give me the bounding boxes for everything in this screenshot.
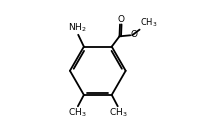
Text: CH$_3$: CH$_3$ — [109, 107, 127, 119]
Text: CH$_3$: CH$_3$ — [68, 107, 87, 119]
Text: CH$_3$: CH$_3$ — [140, 17, 158, 29]
Text: NH$_2$: NH$_2$ — [68, 21, 87, 34]
Text: O: O — [118, 15, 124, 24]
Text: O: O — [131, 30, 138, 40]
